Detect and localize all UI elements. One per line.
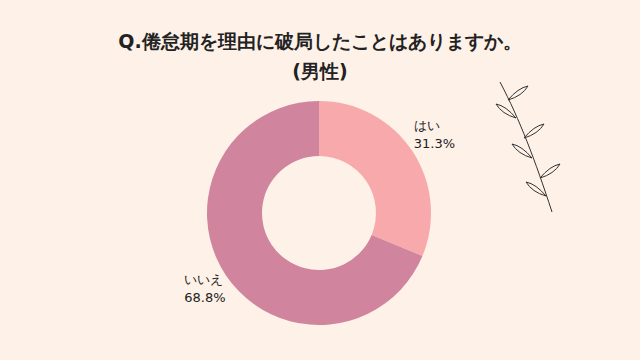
leaf — [526, 182, 546, 196]
branch — [500, 82, 552, 212]
labels: はい 31.3% いいえ 68.8% — [184, 118, 455, 304]
leaf — [512, 144, 532, 158]
leaf — [496, 104, 516, 118]
leaf — [524, 124, 544, 138]
category-label: いいえ — [184, 272, 223, 287]
title: Q.倦怠期を理由に破局したことはありますか。 — [118, 30, 521, 52]
background — [0, 0, 640, 360]
chart: Q.倦怠期を理由に破局したことはありますか。 (男性) はい 31.3% いいえ 68.8… — [0, 0, 640, 360]
decoration — [496, 82, 560, 212]
category-label: はい — [414, 118, 440, 133]
slices — [207, 101, 431, 325]
leaf — [540, 164, 560, 178]
slice — [207, 101, 422, 325]
subtitle: (男性) — [292, 60, 347, 82]
data-label: 68.8% — [184, 290, 225, 305]
data-label: 31.3% — [414, 136, 455, 151]
leaf — [508, 86, 528, 100]
